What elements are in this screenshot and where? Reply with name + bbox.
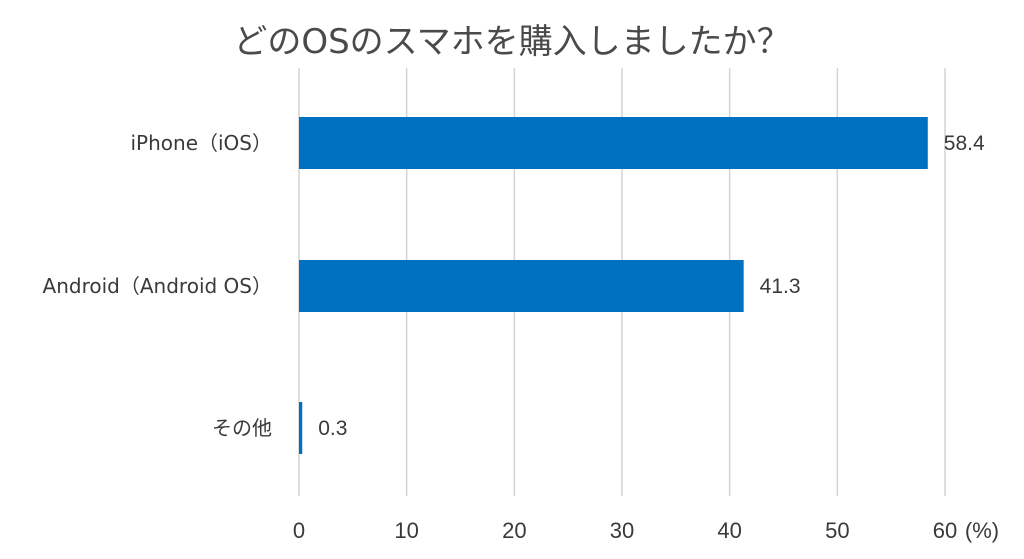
x-axis-unit-label: (%) — [965, 518, 999, 543]
chart-title: どのOSのスマホを購入しましたか？ — [233, 22, 790, 62]
data-labels: 58.4 41.3 0.3 — [318, 132, 985, 440]
category-label-0: iPhone（iOS） — [130, 131, 272, 155]
category-label-2: その他 — [212, 416, 272, 440]
category-label-1: Android（Android OS） — [43, 274, 272, 298]
x-tick-label-50: 50 — [825, 518, 849, 543]
category-labels: iPhone（iOS） Android（Android OS） その他 — [43, 131, 272, 440]
x-tick-label-20: 20 — [502, 518, 526, 543]
bars — [299, 117, 928, 454]
x-tick-label-40: 40 — [717, 518, 741, 543]
bar-1 — [299, 260, 744, 312]
data-label-2: 0.3 — [318, 417, 347, 440]
data-label-0: 58.4 — [944, 132, 985, 155]
x-tick-label-60: 60 — [933, 518, 957, 543]
x-tick-label-10: 10 — [394, 518, 418, 543]
data-label-1: 41.3 — [760, 275, 801, 298]
x-tick-label-30: 30 — [610, 518, 634, 543]
x-tick-label-0: 0 — [293, 518, 305, 543]
bar-0 — [299, 117, 928, 169]
bar-2 — [299, 402, 303, 454]
x-axis-tick-labels: 0 10 20 30 40 50 60 — [293, 518, 957, 543]
